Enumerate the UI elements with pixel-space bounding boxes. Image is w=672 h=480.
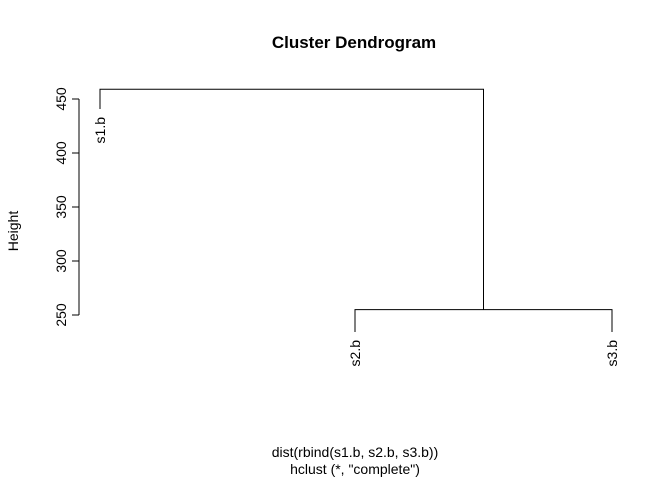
leaf-labels: s1.b s2.b s3.b (92, 117, 620, 367)
x-axis-label-line-2: hclust (*, "complete") (290, 461, 420, 477)
chart-title: Cluster Dendrogram (272, 33, 436, 52)
y-tick-label: 350 (53, 195, 69, 219)
merge-branch (354, 309, 613, 332)
y-tick-label: 400 (53, 141, 69, 165)
y-tick-label: 250 (53, 303, 69, 327)
leaf-label: s2.b (347, 340, 363, 367)
y-axis: 250 300 350 400 450 (53, 87, 80, 327)
leaf-label: s1.b (92, 117, 108, 144)
dendrogram-tree (99, 88, 613, 332)
merge-branch (99, 88, 484, 310)
y-tick-label: 300 (53, 249, 69, 273)
x-axis-label-line-1: dist(rbind(s1.b, s2.b, s3.b)) (272, 444, 439, 460)
y-tick-label: 450 (53, 87, 69, 111)
y-axis-label: Height (5, 211, 21, 252)
leaf-label: s3.b (604, 340, 620, 367)
